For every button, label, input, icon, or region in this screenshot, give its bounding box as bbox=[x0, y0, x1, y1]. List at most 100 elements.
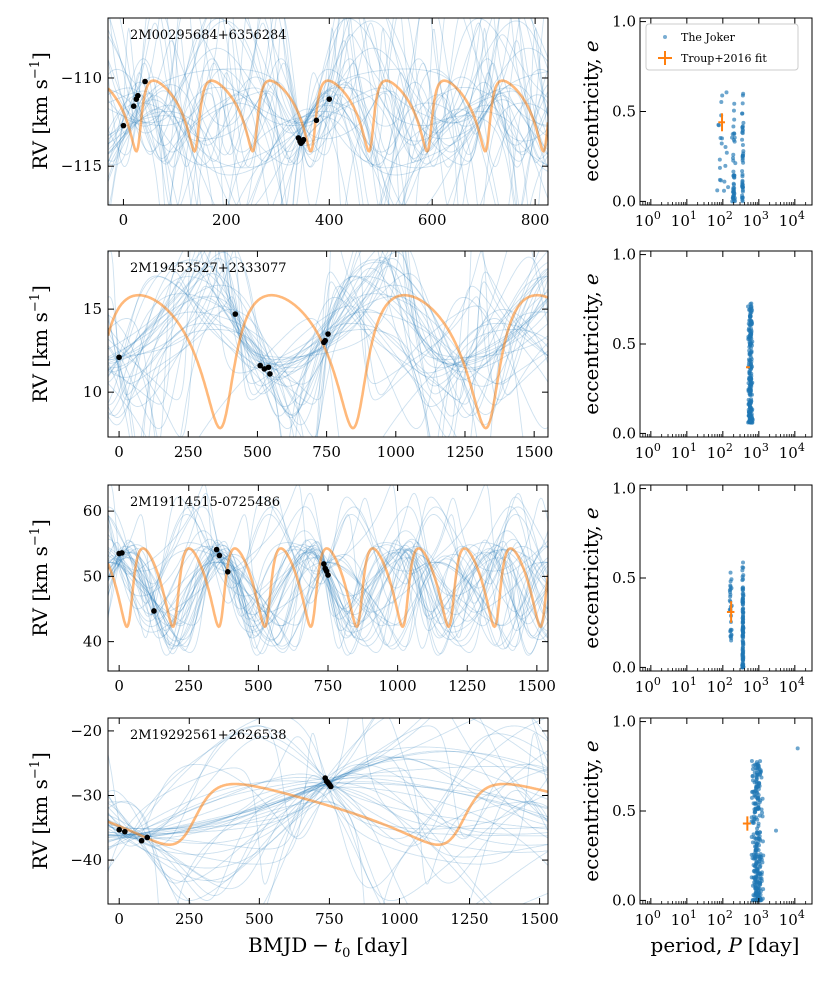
rv-xlabel-sub: 0 bbox=[342, 946, 350, 961]
x-tick-label: 0 bbox=[119, 211, 129, 229]
y-tick-label: 1.0 bbox=[612, 713, 636, 731]
ecc-ylabel-text: eccentricity, bbox=[579, 525, 603, 649]
x-tick-label: 0 bbox=[114, 677, 124, 695]
y-tick-label: −20 bbox=[70, 722, 102, 740]
joker-sample-point bbox=[749, 318, 754, 323]
ecc-xlabel: period, P [day] bbox=[651, 933, 800, 957]
joker-sample-point bbox=[721, 188, 726, 193]
x-tick-label: 500 bbox=[245, 910, 274, 928]
joker-sample-curve bbox=[108, 553, 548, 650]
svg-text:RV [km s−1]: RV [km s−1] bbox=[28, 519, 52, 637]
joker-sample-point bbox=[774, 828, 779, 833]
joker-sample-point bbox=[731, 108, 736, 113]
joker-sample-curve bbox=[108, 95, 548, 169]
joker-sample-point bbox=[731, 194, 736, 199]
x-tick-label: 103 bbox=[743, 908, 769, 929]
rv-panel-2: 2M19114515-0725486 0 250 500 750 1000 1250 150… bbox=[83, 484, 556, 695]
joker-sample-point bbox=[747, 401, 752, 406]
joker-sample-curve bbox=[108, 110, 548, 205]
x-tick-label: 101 bbox=[671, 908, 697, 929]
joker-sample-curve bbox=[108, 293, 548, 406]
rv-axes-frame bbox=[107, 717, 549, 905]
joker-sample-curve bbox=[108, 786, 548, 896]
joker-sample-point bbox=[759, 807, 764, 812]
joker-sample-point bbox=[748, 332, 753, 337]
ecc-ylabel-2: eccentricity, e bbox=[579, 507, 603, 648]
joker-sample-point bbox=[749, 362, 754, 367]
svg-text:eccentricity,e: eccentricity, e bbox=[579, 40, 603, 181]
joker-sample-point bbox=[740, 199, 745, 204]
joker-sample-point bbox=[756, 848, 761, 853]
legend-troup-label: Troup+2016 fit bbox=[681, 52, 767, 65]
joker-sample-point bbox=[747, 387, 752, 392]
joker-sample-point bbox=[747, 371, 752, 376]
joker-sample-curve bbox=[108, 81, 548, 168]
joker-sample-curve bbox=[108, 766, 548, 847]
x-tick-label: 600 bbox=[418, 211, 447, 229]
rv-ylabel-sup: −1 bbox=[28, 760, 43, 779]
ecc-axes-frame bbox=[639, 717, 813, 905]
joker-sample-point bbox=[728, 628, 733, 633]
ecc-ylabel-1: eccentricity, e bbox=[579, 273, 603, 414]
joker-sample-point bbox=[748, 312, 753, 317]
joker-sample-point bbox=[741, 656, 746, 661]
joker-sample-point bbox=[740, 137, 745, 142]
joker-sample-point bbox=[731, 182, 736, 187]
svg-text:eccentricity,e: eccentricity, e bbox=[579, 507, 603, 648]
joker-sample-curve bbox=[108, 276, 548, 417]
joker-sample-curve bbox=[108, 544, 548, 649]
joker-sample-curve bbox=[108, 18, 548, 126]
x-tick-label: 500 bbox=[243, 443, 272, 461]
y-tick-label: 0.5 bbox=[612, 569, 636, 587]
rv-observation bbox=[144, 834, 151, 841]
joker-sample-curve bbox=[108, 271, 548, 437]
y-tick-label: 0.0 bbox=[612, 192, 636, 210]
joker-sample-point bbox=[716, 122, 721, 127]
x-tick-label: 400 bbox=[315, 211, 344, 229]
legend-joker-marker bbox=[663, 35, 667, 39]
rv-observation bbox=[321, 561, 327, 567]
joker-sample-point bbox=[749, 795, 754, 800]
joker-sample-point bbox=[756, 805, 761, 810]
joker-sample-point bbox=[728, 579, 733, 584]
joker-sample-point bbox=[754, 770, 759, 775]
joker-sample-point bbox=[748, 315, 753, 320]
joker-sample-point bbox=[749, 408, 754, 413]
joker-sample-curve bbox=[108, 34, 548, 123]
x-tick-label: 102 bbox=[707, 441, 733, 462]
joker-sample-curve bbox=[108, 90, 548, 164]
joker-sample-curve bbox=[108, 309, 548, 437]
x-tick-label: 1250 bbox=[448, 677, 486, 695]
joker-sample-curve bbox=[108, 18, 548, 140]
joker-sample-point bbox=[717, 157, 722, 162]
joker-sample-curve bbox=[108, 18, 548, 168]
joker-sample-curve bbox=[108, 718, 548, 830]
joker-sample-curve bbox=[108, 549, 548, 654]
rv-observation bbox=[135, 92, 141, 99]
joker-sample-point bbox=[715, 188, 720, 193]
rv-ylabel-sup: −1 bbox=[28, 527, 43, 546]
rv-observation bbox=[300, 136, 307, 143]
x-tick-label: 102 bbox=[707, 209, 733, 230]
joker-sample-point bbox=[740, 568, 745, 573]
x-tick-label: 200 bbox=[212, 211, 241, 229]
joker-sample-curve bbox=[108, 561, 548, 648]
x-tick-label: 104 bbox=[779, 441, 805, 462]
x-tick-label: 104 bbox=[779, 908, 805, 929]
joker-sample-curve bbox=[108, 800, 548, 902]
joker-sample-point bbox=[732, 101, 737, 106]
rv-observation bbox=[232, 311, 239, 317]
joker-sample-point bbox=[754, 841, 759, 846]
ecc-ylabel-text: eccentricity, bbox=[579, 291, 603, 415]
x-tick-label: 1000 bbox=[380, 910, 418, 928]
joker-sample-point bbox=[740, 574, 745, 579]
joker-sample-point bbox=[748, 345, 753, 350]
star-name-0: 2M00295684+6356284 bbox=[130, 28, 287, 43]
joker-sample-point bbox=[754, 860, 759, 865]
joker-sample-point bbox=[741, 160, 746, 165]
rv-observation bbox=[119, 550, 125, 556]
rv-panel-0: 2M00295684+6356284 0 200 400 600 800 −110 −115 bbox=[61, 17, 549, 229]
joker-sample-point bbox=[751, 897, 756, 902]
rv-observation bbox=[328, 783, 334, 790]
joker-sample-curve bbox=[108, 285, 548, 437]
